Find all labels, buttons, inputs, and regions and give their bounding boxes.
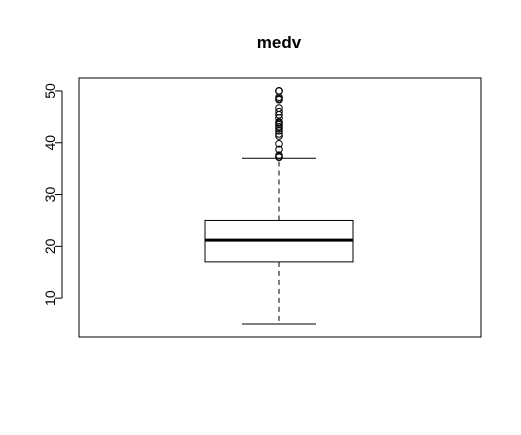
chart-title: medv xyxy=(257,33,302,52)
y-tick-label: 40 xyxy=(42,135,58,151)
outlier-point xyxy=(275,132,283,140)
y-tick-label: 30 xyxy=(42,187,58,203)
outlier-point xyxy=(275,104,283,112)
y-tick-label: 20 xyxy=(42,238,58,254)
y-tick-label: 10 xyxy=(42,290,58,306)
outlier-point xyxy=(275,87,283,95)
outlier-points xyxy=(275,87,283,162)
outlier-point xyxy=(275,139,283,148)
outlier-point xyxy=(275,151,283,159)
outlier-point xyxy=(275,107,283,116)
outlier-point xyxy=(275,145,283,154)
y-tick-label: 50 xyxy=(42,83,58,99)
outlier-point xyxy=(275,130,283,138)
plot-frame xyxy=(78,77,482,338)
outlier-point xyxy=(275,122,283,131)
y-axis: 10 20 30 40 50 xyxy=(42,83,63,306)
outlier-point xyxy=(275,118,283,126)
boxplot xyxy=(204,157,354,325)
